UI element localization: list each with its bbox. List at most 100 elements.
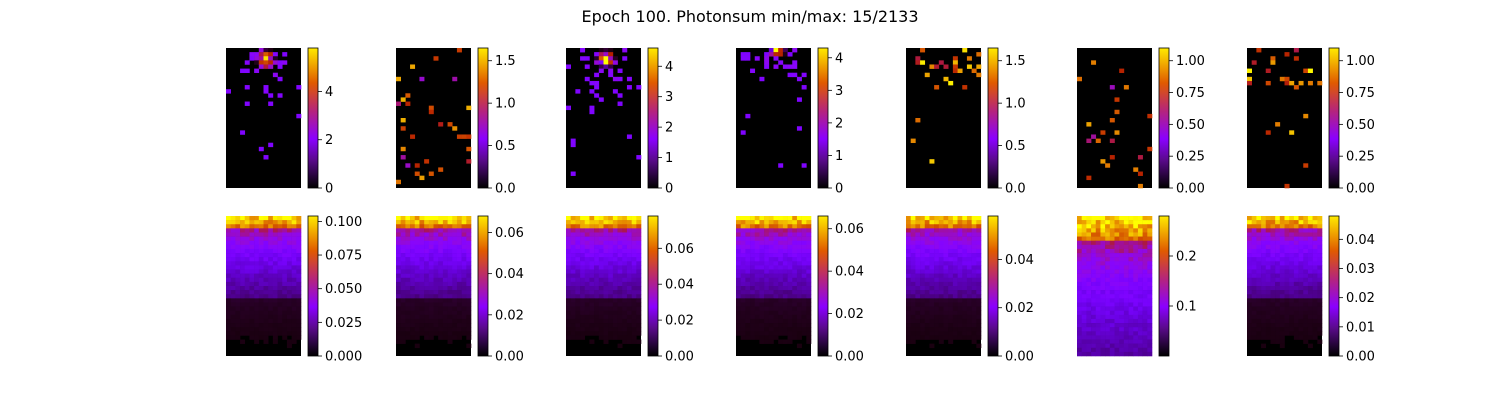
heatmap-cell bbox=[1114, 216, 1120, 221]
heatmap-cell bbox=[768, 286, 774, 291]
heatmap-cell bbox=[1105, 294, 1111, 299]
heatmap-cell bbox=[773, 236, 779, 242]
heatmap-cell bbox=[410, 335, 416, 340]
heatmap-cell bbox=[570, 273, 576, 279]
heatmap-cell bbox=[971, 281, 977, 287]
heatmap-cell bbox=[1114, 347, 1120, 353]
heatmap-cell bbox=[1275, 224, 1281, 229]
heatmap-cell bbox=[1114, 236, 1120, 242]
heatmap-cell bbox=[282, 310, 288, 316]
heatmap-cell bbox=[1137, 339, 1143, 344]
heatmap-cell bbox=[768, 281, 774, 287]
heatmap-cell bbox=[1105, 335, 1111, 340]
heatmap-cell bbox=[410, 261, 416, 266]
heatmap-cell bbox=[636, 85, 642, 90]
heatmap-cell bbox=[424, 236, 430, 242]
heatmap-cell bbox=[405, 269, 411, 274]
heatmap-cell bbox=[226, 89, 231, 94]
heatmap-cell bbox=[424, 257, 430, 262]
heatmap-cell bbox=[263, 273, 269, 279]
heatmap-cell bbox=[419, 331, 425, 336]
heatmap-cell bbox=[631, 327, 637, 332]
heatmap-cell bbox=[966, 224, 972, 229]
heatmap-cell bbox=[952, 306, 958, 312]
heatmap-cell bbox=[920, 290, 926, 295]
heatmap-cell bbox=[589, 302, 595, 307]
heatmap-cell bbox=[966, 265, 972, 270]
heatmap-cell bbox=[622, 314, 628, 320]
heatmap-cell bbox=[1307, 298, 1313, 303]
heatmap-cell bbox=[452, 216, 458, 221]
heatmap-cell bbox=[906, 327, 911, 332]
heatmap-cell bbox=[636, 318, 642, 324]
heatmap-cell bbox=[1289, 248, 1295, 254]
heatmap-cell bbox=[1123, 228, 1129, 233]
heatmap-cell bbox=[1119, 265, 1125, 270]
heatmap-cell bbox=[971, 253, 977, 258]
heatmap-cell bbox=[1247, 257, 1252, 262]
heatmap-cell bbox=[962, 216, 968, 221]
heatmap-cell bbox=[414, 228, 420, 233]
heatmap-cell bbox=[254, 244, 260, 250]
heatmap-cell bbox=[1279, 261, 1285, 266]
heatmap-cell bbox=[792, 269, 798, 274]
heatmap-cell bbox=[1100, 265, 1106, 270]
heatmap-cell bbox=[745, 236, 751, 242]
heatmap-cell bbox=[419, 240, 425, 246]
heatmap-cell bbox=[773, 294, 779, 299]
heatmap-cell bbox=[433, 318, 439, 324]
heatmap-cell bbox=[764, 286, 770, 291]
heatmap-cell bbox=[934, 306, 940, 312]
heatmap-cell bbox=[948, 248, 954, 254]
heatmap-cell bbox=[438, 277, 444, 283]
heatmap-cell bbox=[410, 298, 416, 303]
heatmap-cell bbox=[1086, 277, 1092, 283]
heatmap-cell bbox=[906, 306, 911, 312]
heatmap-cell bbox=[1256, 281, 1262, 287]
heatmap-cell bbox=[1100, 228, 1106, 233]
heatmap-cell bbox=[570, 290, 576, 295]
heatmap-cell bbox=[1091, 290, 1097, 295]
heatmap-cell bbox=[915, 281, 921, 287]
heatmap-cell bbox=[1270, 60, 1276, 65]
heatmap-cell bbox=[1275, 302, 1281, 307]
heatmap-cell bbox=[1251, 323, 1257, 328]
heatmap-cell bbox=[736, 286, 741, 291]
heatmap-cell bbox=[230, 269, 236, 274]
heatmap-cell bbox=[447, 331, 453, 336]
heatmap-cell bbox=[594, 220, 600, 225]
heatmap-cells bbox=[1077, 216, 1153, 357]
heatmap-cell bbox=[244, 244, 250, 250]
heatmap-cell bbox=[1114, 97, 1120, 102]
heatmap-cell bbox=[906, 257, 911, 262]
heatmap-cell bbox=[414, 273, 420, 279]
heatmap-cell bbox=[1128, 347, 1134, 353]
heatmap-cell bbox=[806, 281, 812, 287]
heatmap-cell bbox=[400, 290, 406, 295]
heatmap-cell bbox=[1128, 302, 1134, 307]
heatmap-cell bbox=[1133, 306, 1139, 312]
heatmap-cell bbox=[249, 269, 255, 274]
heatmap-cell bbox=[796, 236, 802, 242]
heatmap-cell bbox=[740, 236, 746, 242]
heatmap-cell bbox=[296, 318, 302, 324]
heatmap-cell bbox=[740, 335, 746, 340]
heatmap-cell bbox=[938, 253, 944, 258]
heatmap-cell bbox=[235, 314, 241, 320]
heatmap-cell bbox=[594, 85, 600, 90]
colorbar-tick-label: 4 bbox=[835, 51, 843, 66]
heatmap-cell bbox=[736, 331, 741, 336]
heatmap-cell bbox=[570, 244, 576, 250]
heatmap-cell bbox=[1261, 228, 1267, 233]
heatmap-cell bbox=[396, 302, 401, 307]
heatmap-cell bbox=[801, 290, 807, 295]
heatmap-cell bbox=[1270, 290, 1276, 295]
heatmap-cell bbox=[759, 220, 765, 225]
heatmap-cell bbox=[400, 277, 406, 283]
heatmap-cell bbox=[1081, 277, 1087, 283]
heatmap-cell bbox=[442, 216, 448, 221]
heatmap-cell bbox=[1137, 310, 1143, 316]
heatmap-cell bbox=[603, 269, 609, 274]
heatmap-cell bbox=[768, 298, 774, 303]
heatmap-cell bbox=[608, 60, 614, 65]
